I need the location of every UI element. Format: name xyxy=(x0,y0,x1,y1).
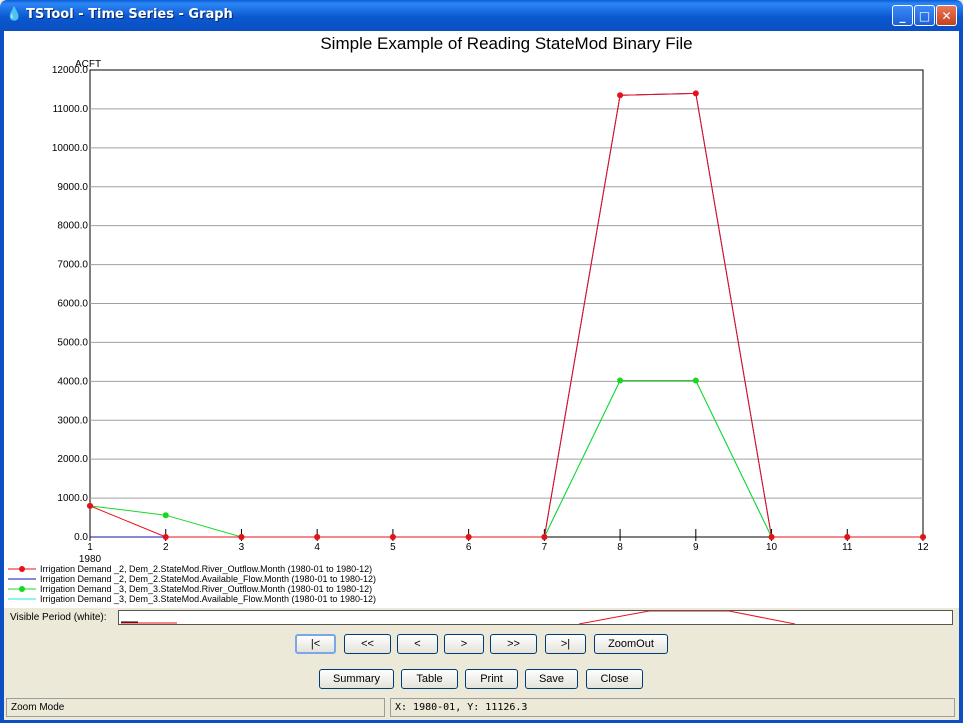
series-point xyxy=(389,534,396,540)
x-year-label: 1980 xyxy=(79,554,102,563)
y-axis-label: ACFT xyxy=(75,59,101,70)
close-icon: ✕ xyxy=(941,9,952,23)
y-tick-label: 0.0 xyxy=(74,532,88,543)
x-tick-label: 10 xyxy=(766,542,778,553)
series-point xyxy=(768,534,775,540)
legend-swatch xyxy=(8,586,36,592)
x-tick-label: 6 xyxy=(466,542,472,553)
page-forward-button[interactable]: >> xyxy=(490,634,537,654)
status-coordinates: X: 1980-01, Y: 11126.3 xyxy=(390,698,955,717)
y-tick-label: 5000.0 xyxy=(57,337,88,348)
overview-line-rise xyxy=(578,610,650,625)
x-tick-label: 7 xyxy=(542,542,548,553)
legend-swatch xyxy=(8,598,36,600)
legend: Irrigation Demand _2, Dem_2.StateMod.Riv… xyxy=(4,563,959,608)
series-point xyxy=(162,512,169,519)
last-button[interactable]: >| xyxy=(545,634,586,654)
y-tick-label: 1000.0 xyxy=(57,493,88,504)
visible-period-sparkline xyxy=(121,610,796,625)
y-tick-label: 3000.0 xyxy=(57,415,88,426)
y-tick-label: 10000.0 xyxy=(52,143,89,154)
x-tick-label: 8 xyxy=(617,542,623,553)
x-tick-label: 12 xyxy=(917,542,929,553)
title-bar[interactable]: 💧 TSTool - Time Series - Graph _ □ ✕ xyxy=(0,0,963,31)
y-tick-label: 11000.0 xyxy=(53,104,89,115)
series-point xyxy=(617,92,624,99)
series-point xyxy=(162,534,169,540)
minimize-icon: _ xyxy=(899,9,906,23)
x-tick-label: 9 xyxy=(693,542,699,553)
legend-label: Irrigation Demand _2, Dem_2.StateMod.Ava… xyxy=(40,574,377,584)
app-drop-icon: 💧 xyxy=(6,7,23,22)
visible-period-label: Visible Period (white): xyxy=(10,612,107,623)
series-point xyxy=(692,377,699,384)
maximize-button[interactable]: □ xyxy=(914,5,935,26)
y-tick-label: 4000.0 xyxy=(57,376,88,387)
legend-marker xyxy=(19,566,25,572)
chart-title: Simple Example of Reading StateMod Binar… xyxy=(320,34,692,53)
window-frame-left xyxy=(0,31,4,723)
legend-swatch xyxy=(8,566,36,572)
x-tick-label: 1 xyxy=(87,542,93,553)
close-button[interactable]: Close xyxy=(586,669,643,689)
y-tick-label: 6000.0 xyxy=(57,299,88,310)
time-series-chart[interactable]: Simple Example of Reading StateMod Binar… xyxy=(4,31,959,563)
series-point xyxy=(87,502,93,509)
window-frame-bottom xyxy=(0,720,963,723)
legend-swatch xyxy=(8,578,36,580)
legend-label: Irrigation Demand _3, Dem_3.StateMod.Riv… xyxy=(40,584,373,594)
window-title: TSTool - Time Series - Graph xyxy=(26,7,233,22)
series-point xyxy=(692,90,699,97)
status-mode: Zoom Mode xyxy=(6,698,385,717)
window-frame-right xyxy=(959,31,963,723)
series-line xyxy=(89,92,923,538)
summary-button[interactable]: Summary xyxy=(319,669,394,689)
back-button[interactable]: < xyxy=(397,634,438,654)
legend-label: Irrigation Demand _3, Dem_3.StateMod.Ava… xyxy=(40,594,377,604)
series-point xyxy=(541,534,548,540)
print-button[interactable]: Print xyxy=(465,669,518,689)
y-tick-label: 8000.0 xyxy=(57,221,88,232)
series-point xyxy=(617,377,624,384)
visible-period-overview[interactable] xyxy=(118,610,953,625)
x-tick-label: 5 xyxy=(390,542,396,553)
forward-button[interactable]: > xyxy=(444,634,484,654)
first-button[interactable]: |< xyxy=(295,634,336,654)
page-back-button[interactable]: << xyxy=(344,634,391,654)
close-window-button[interactable]: ✕ xyxy=(936,5,957,26)
overview-line-fall xyxy=(728,610,796,625)
graph-panel[interactable]: Simple Example of Reading StateMod Binar… xyxy=(4,31,959,605)
minimize-button[interactable]: _ xyxy=(892,5,913,26)
series-point xyxy=(238,534,245,540)
x-tick-label: 2 xyxy=(163,542,169,553)
series-point xyxy=(465,534,472,540)
legend-label: Irrigation Demand _2, Dem_2.StateMod.Riv… xyxy=(40,564,373,574)
series-point xyxy=(844,534,851,540)
y-tick-label: 12000.0 xyxy=(52,65,89,76)
y-tick-label: 7000.0 xyxy=(57,260,88,271)
series-point xyxy=(920,534,926,540)
table-button[interactable]: Table xyxy=(401,669,458,689)
x-tick-label: 11 xyxy=(842,542,853,553)
legend-marker xyxy=(19,586,25,592)
save-button[interactable]: Save xyxy=(525,669,578,689)
maximize-icon: □ xyxy=(918,9,931,23)
x-tick-label: 4 xyxy=(314,542,320,553)
y-tick-label: 2000.0 xyxy=(57,454,88,465)
x-tick-label: 3 xyxy=(239,542,245,553)
series-point xyxy=(314,534,321,540)
y-tick-label: 9000.0 xyxy=(57,182,88,193)
zoom-out-button[interactable]: ZoomOut xyxy=(594,634,668,654)
